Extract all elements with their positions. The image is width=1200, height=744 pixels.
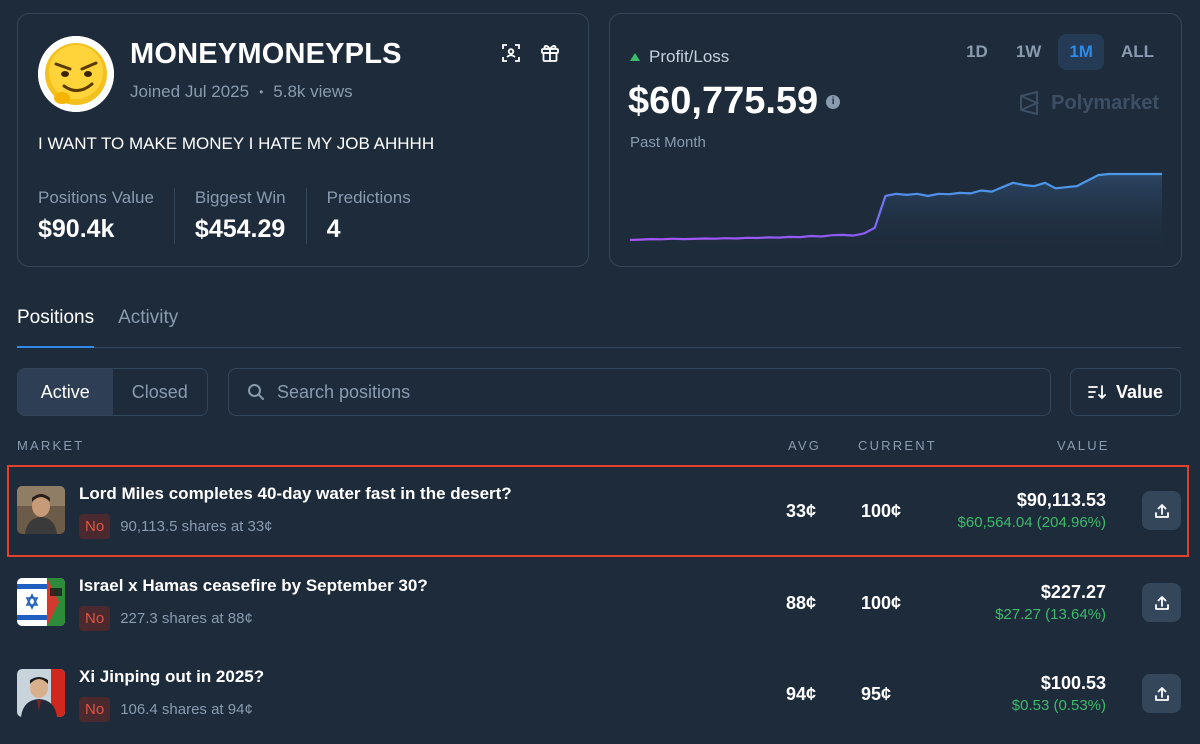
pnl-label: Profit/Loss bbox=[630, 47, 729, 67]
pnl-chart bbox=[630, 172, 1162, 252]
market-thumbnail bbox=[17, 578, 65, 626]
profile-bio: I WANT TO MAKE MONEY I HATE MY JOB AHHHH bbox=[38, 134, 435, 153]
pnl-period: Past Month bbox=[630, 134, 706, 151]
market-thumbnail bbox=[17, 669, 65, 717]
pnl-label-text: Profit/Loss bbox=[649, 47, 730, 66]
current-price: 100¢ bbox=[861, 593, 902, 613]
sort-icon bbox=[1088, 385, 1106, 400]
range-tab-all[interactable]: ALL bbox=[1120, 42, 1154, 61]
position-value: $227.27 bbox=[1040, 582, 1106, 602]
position-details: No 106.4 shares at 94¢ bbox=[79, 697, 253, 722]
share-button[interactable] bbox=[1142, 674, 1181, 713]
position-details: No 227.3 shares at 88¢ bbox=[79, 606, 253, 631]
outcome-badge: No bbox=[79, 514, 111, 539]
status-segmented-control: Active Closed bbox=[17, 368, 208, 416]
upload-icon bbox=[1154, 503, 1169, 518]
brand-name: Polymarket bbox=[1051, 91, 1159, 114]
position-value: $100.53 bbox=[1040, 673, 1106, 693]
username: MONEYMONEYPLS bbox=[130, 38, 402, 70]
avg-price: 33¢ bbox=[786, 501, 817, 521]
avg-price: 88¢ bbox=[786, 593, 817, 613]
tab-activity[interactable]: Activity bbox=[118, 307, 179, 328]
table-row[interactable]: Lord Miles completes 40-day water fast i… bbox=[0, 470, 1200, 554]
avg-price: 94¢ bbox=[786, 684, 817, 704]
separator-dot: • bbox=[259, 85, 264, 99]
range-tab-1m[interactable]: 1M bbox=[1058, 34, 1104, 70]
profile-stats: Positions Value $90.4k Biggest Win $454.… bbox=[38, 188, 431, 244]
profile-meta: Joined Jul 2025 • 5.8k views bbox=[130, 82, 353, 102]
shares-info: 90,113.5 shares at 33¢ bbox=[120, 518, 273, 535]
up-triangle-icon bbox=[630, 53, 640, 61]
pnl-series-line bbox=[630, 172, 1162, 242]
portrait-man-icon bbox=[17, 486, 65, 534]
polymarket-logo-icon bbox=[1020, 91, 1040, 115]
share-button[interactable] bbox=[1142, 491, 1181, 530]
profile-card: MONEYMONEYPLS Joined Jul 2025 • 5.8k vie… bbox=[17, 13, 589, 267]
pnl-card: Profit/Loss $60,775.59 i Past Month 1D 1… bbox=[609, 13, 1182, 267]
view-count: 5.8k views bbox=[273, 82, 353, 101]
stat-predictions: Predictions 4 bbox=[305, 188, 431, 244]
outcome-badge: No bbox=[79, 697, 111, 722]
market-title[interactable]: Lord Miles completes 40-day water fast i… bbox=[79, 484, 512, 503]
portrait-xi-icon bbox=[17, 669, 65, 717]
pnl-value: $60,775.59 i bbox=[628, 80, 841, 123]
tab-positions[interactable]: Positions bbox=[17, 298, 95, 348]
market-title[interactable]: Israel x Hamas ceasefire by September 30… bbox=[79, 576, 428, 595]
shares-info: 227.3 shares at 88¢ bbox=[120, 610, 253, 627]
range-tab-1d[interactable]: 1D bbox=[966, 42, 988, 61]
column-header-market: MARKET bbox=[17, 438, 85, 453]
current-price: 95¢ bbox=[861, 684, 892, 704]
avatar[interactable] bbox=[38, 36, 114, 112]
stat-positions-value: Positions Value $90.4k bbox=[38, 188, 174, 244]
position-gain: $27.27 (13.64%) bbox=[995, 606, 1106, 623]
table-row[interactable]: Xi Jinping out in 2025? No 106.4 shares … bbox=[0, 653, 1200, 737]
position-gain: $0.53 (0.53%) bbox=[1011, 697, 1106, 714]
market-thumbnail bbox=[17, 486, 65, 534]
sort-label: Value bbox=[1115, 381, 1164, 402]
upload-icon bbox=[1154, 595, 1169, 610]
position-details: No 90,113.5 shares at 33¢ bbox=[79, 514, 273, 539]
column-header-current: CURRENT bbox=[858, 438, 937, 453]
column-header-value: VALUE bbox=[1057, 438, 1110, 453]
pnl-area-fill bbox=[630, 174, 1162, 252]
gift-icon[interactable] bbox=[539, 42, 561, 64]
polymarket-watermark: Polymarket bbox=[1017, 91, 1159, 115]
sort-button[interactable]: Value bbox=[1070, 368, 1181, 416]
column-header-avg: AVG bbox=[788, 438, 822, 453]
search-icon bbox=[248, 384, 264, 400]
share-button[interactable] bbox=[1142, 583, 1181, 622]
shares-info: 106.4 shares at 94¢ bbox=[120, 701, 253, 718]
search-input[interactable] bbox=[277, 381, 1017, 403]
stat-label: Positions Value bbox=[38, 188, 154, 207]
israel-palestine-flags-icon bbox=[17, 578, 65, 626]
segment-closed[interactable]: Closed bbox=[131, 381, 188, 402]
position-value: $90,113.53 bbox=[1016, 490, 1106, 510]
stat-label: Predictions bbox=[326, 188, 411, 207]
joined-date: Joined Jul 2025 bbox=[130, 82, 250, 101]
stat-value: $90.4k bbox=[38, 215, 115, 243]
current-price: 100¢ bbox=[861, 501, 902, 521]
table-row[interactable]: Israel x Hamas ceasefire by September 30… bbox=[0, 562, 1200, 646]
outcome-badge: No bbox=[79, 606, 111, 631]
stat-value: $454.29 bbox=[194, 215, 286, 243]
stat-value: 4 bbox=[326, 215, 341, 243]
smug-emoji-avatar-icon bbox=[38, 36, 114, 112]
range-tab-1w[interactable]: 1W bbox=[1015, 42, 1042, 61]
stat-label: Biggest Win bbox=[194, 188, 286, 207]
stat-biggest-win: Biggest Win $454.29 bbox=[173, 188, 306, 244]
position-gain: $60,564.04 (204.96%) bbox=[957, 514, 1106, 531]
scan-icon[interactable] bbox=[500, 42, 522, 64]
main-tabs: Positions Activity bbox=[17, 298, 1181, 348]
info-icon[interactable]: i bbox=[826, 94, 841, 109]
upload-icon bbox=[1154, 686, 1169, 701]
range-tabs: 1D 1W 1M ALL bbox=[955, 34, 1165, 70]
market-title[interactable]: Xi Jinping out in 2025? bbox=[79, 667, 265, 686]
pnl-amount: $60,775.59 bbox=[628, 80, 819, 122]
search-box bbox=[228, 368, 1051, 416]
segment-active[interactable]: Active bbox=[18, 369, 113, 415]
